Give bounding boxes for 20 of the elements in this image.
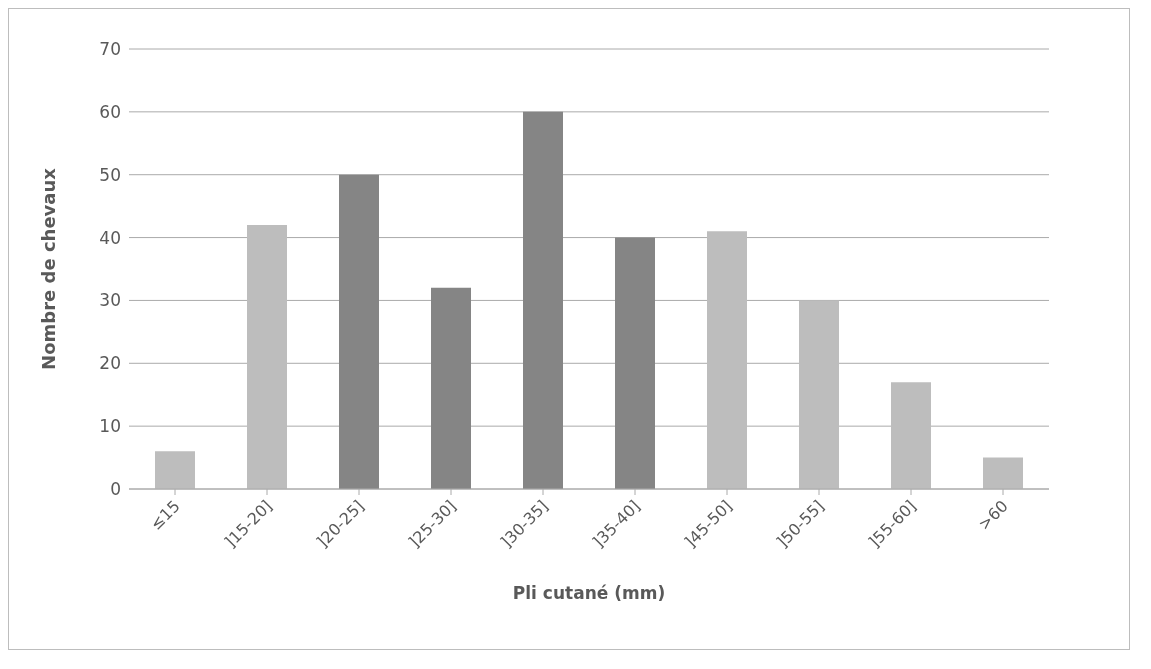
y-tick-label: 20 xyxy=(99,353,121,374)
y-tick-label: 70 xyxy=(99,39,121,60)
bar xyxy=(431,287,471,489)
y-tick-label: 30 xyxy=(99,290,121,311)
bar xyxy=(799,300,839,489)
y-tick-label: 10 xyxy=(99,416,121,437)
bar xyxy=(891,382,931,489)
bar xyxy=(523,111,563,489)
y-tick-label: 0 xyxy=(110,479,121,500)
x-axis-title: Pli cutané (mm) xyxy=(512,583,666,603)
y-tick-label: 60 xyxy=(99,101,121,122)
bar xyxy=(339,174,379,489)
y-tick-label: 50 xyxy=(99,164,121,185)
bar xyxy=(615,237,655,489)
y-tick-label: 40 xyxy=(99,227,121,248)
bar xyxy=(983,457,1023,489)
bar xyxy=(707,231,747,489)
y-axis-title: Nombre de chevaux xyxy=(38,167,60,370)
bar xyxy=(155,451,195,489)
bar xyxy=(247,225,287,489)
